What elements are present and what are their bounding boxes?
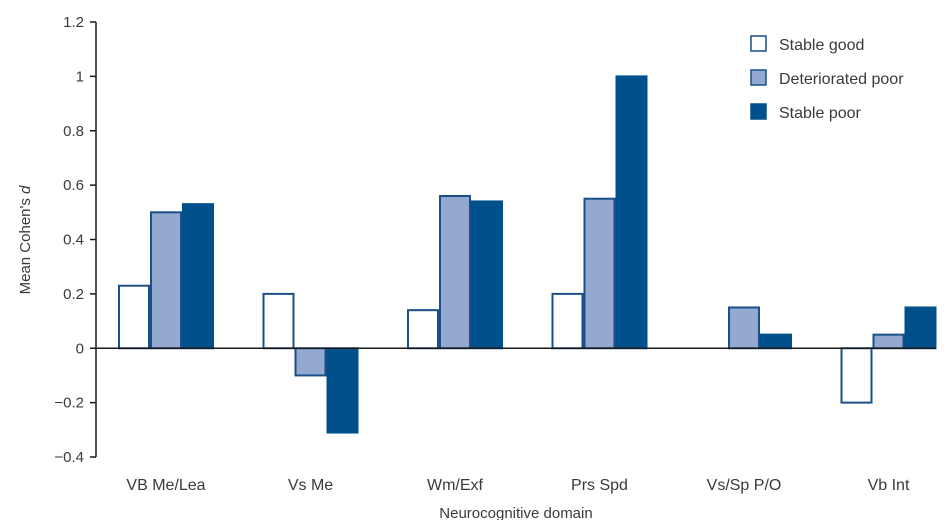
bar-stable-good-6	[840, 347, 873, 404]
bar-stable-poor-2	[326, 347, 359, 434]
axes-layer	[90, 21, 936, 458]
y-tick-label: 0.2	[63, 286, 84, 303]
legend-label-deteriorated-poor: Deteriorated poor	[779, 71, 904, 88]
bar-stable-poor-5	[760, 333, 792, 350]
y-tick-label: 0	[76, 340, 84, 357]
legend-swatch-stable-good	[750, 35, 767, 52]
x-category-label: Vs Me	[288, 477, 333, 494]
bar-deteriorated-poor-2	[294, 347, 327, 377]
legend-swatch-deteriorated-poor	[750, 69, 767, 86]
legend: Stable good Deteriorated poor Stable poor	[750, 35, 904, 122]
bar-stable-good-4	[551, 292, 584, 350]
bar-deteriorated-poor-6	[872, 333, 905, 350]
bars-layer	[118, 75, 937, 434]
y-tick-label: 1	[76, 68, 84, 85]
legend-label-stable-poor: Stable poor	[779, 105, 862, 122]
x-category-label: Wm/Exf	[427, 477, 484, 494]
bar-stable-good-3	[407, 309, 439, 350]
legend-swatch-stable-poor	[750, 103, 767, 120]
x-category-label: Vs/Sp P/O	[707, 477, 782, 494]
bar-stable-good-2	[262, 292, 295, 350]
labels-layer: −0.4 −0.2 0 0.2 0.4 0.6 0.8 1 1.2 VB Me/Lea Vs Me W…	[17, 14, 910, 520]
bar-deteriorated-poor-1	[150, 211, 182, 350]
y-tick-label: −0.2	[54, 395, 84, 412]
bar-deteriorated-poor-5	[728, 306, 760, 350]
x-axis-title: Neurocognitive domain	[439, 505, 592, 520]
legend-label-stable-good: Stable good	[779, 37, 864, 54]
x-category-label: Prs Spd	[571, 477, 628, 494]
bar-stable-poor-6	[904, 306, 937, 350]
y-tick-label: 0.8	[63, 123, 84, 140]
bar-stable-poor-1	[182, 203, 214, 350]
bar-deteriorated-poor-3	[439, 195, 471, 350]
y-tick-label: 0.4	[63, 232, 84, 249]
bar-stable-poor-3	[471, 200, 503, 350]
bar-stable-good-1	[118, 284, 150, 350]
y-tick-label: −0.4	[54, 449, 84, 466]
x-category-label: VB Me/Lea	[126, 477, 205, 494]
y-tick-label: 1.2	[63, 14, 84, 31]
bar-stable-poor-4	[615, 75, 648, 350]
x-category-label: Vb Int	[868, 477, 910, 494]
y-axis-title: Mean Cohen's d	[17, 185, 34, 294]
y-tick-label: 0.6	[63, 177, 84, 194]
bar-deteriorated-poor-4	[583, 197, 616, 350]
